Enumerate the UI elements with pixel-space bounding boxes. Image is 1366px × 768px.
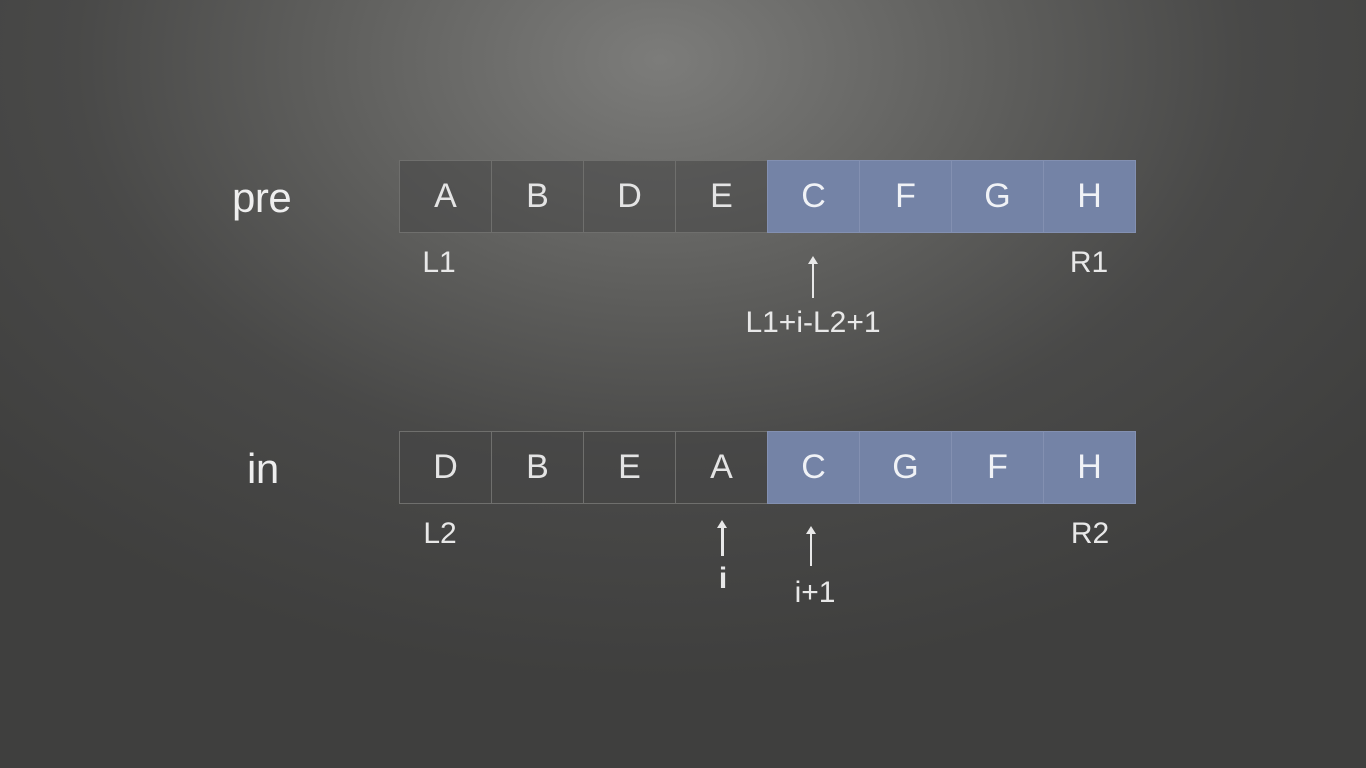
in-cell: E [583,431,676,504]
in-start-label: L2 [423,517,457,550]
pre-end-label: R1 [1069,246,1109,279]
pre-array: A B D E C F G H [399,160,1136,233]
pre-cell: H [1043,160,1136,233]
in-end-label: R2 [1070,517,1110,550]
pre-cell: C [767,160,860,233]
i1-pointer-label: i+1 [794,576,836,609]
pre-cell: A [399,160,492,233]
pre-pointer-arrow-icon [808,256,818,298]
in-cell: G [859,431,952,504]
in-cell: H [1043,431,1136,504]
i1-pointer-arrow-icon [806,526,816,566]
pre-cell: E [675,160,768,233]
pre-cell: B [491,160,584,233]
in-cell: F [951,431,1044,504]
pre-row-label: pre [232,174,292,221]
pre-cell: G [951,160,1044,233]
in-row-label: in [247,445,279,492]
in-cell: D [399,431,492,504]
i-pointer-label: i [718,562,728,595]
in-array: D B E A C G F H [399,431,1136,504]
in-cell: C [767,431,860,504]
i-pointer-arrow-icon [717,520,727,556]
in-cell: A [675,431,768,504]
pre-cell: F [859,160,952,233]
in-cell: B [491,431,584,504]
pre-cell: D [583,160,676,233]
pre-start-label: L1 [422,246,456,279]
pre-pointer-label: L1+i-L2+1 [745,306,881,339]
